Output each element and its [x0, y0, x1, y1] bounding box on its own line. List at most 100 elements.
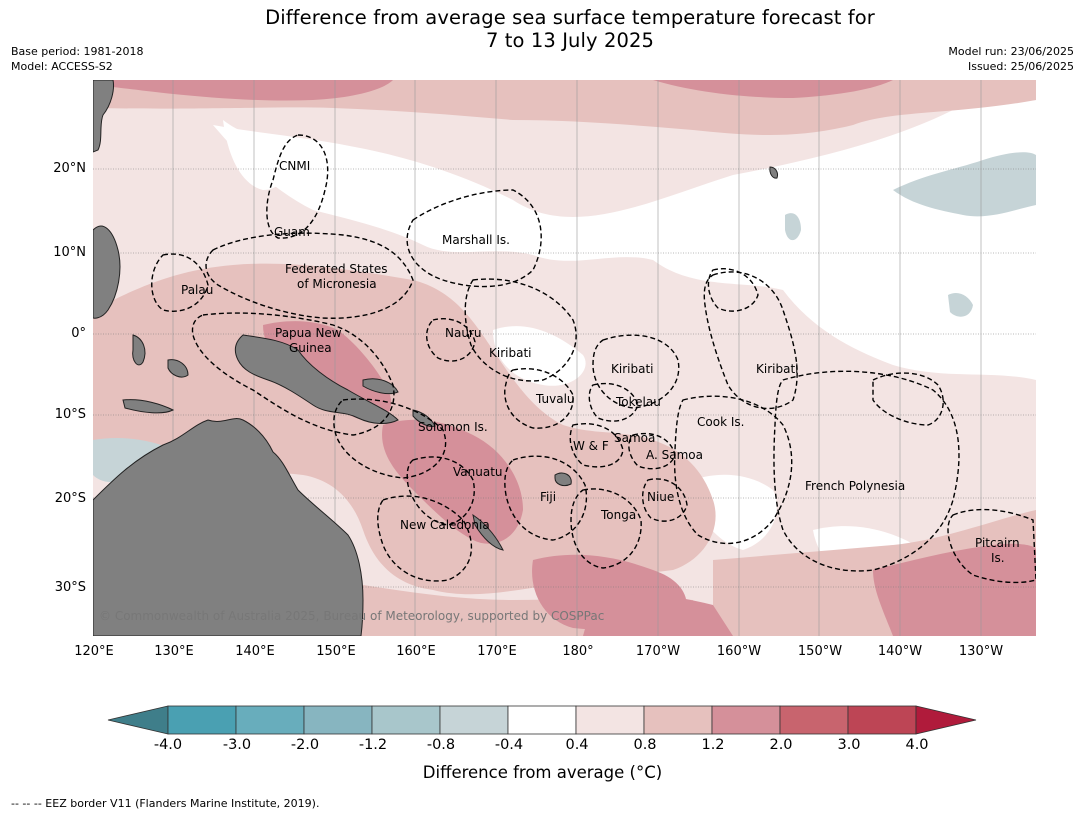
colorbar-swatch-1 [235, 705, 305, 735]
label-tuvalu: Tuvalu [536, 392, 575, 406]
eez-cook-north [707, 268, 759, 312]
latitude-gridlines [93, 168, 1036, 588]
label-pitcairn-line2: Is. [991, 551, 1005, 565]
lon-label-150w: 150°W [797, 644, 843, 659]
base-period: Base period: 1981-2018 [11, 45, 144, 58]
label-tonga: Tonga [601, 508, 637, 522]
label-png-line1: Papua New [275, 326, 342, 340]
lon-label-140e: 140°E [235, 644, 275, 659]
lon-label-130e: 130°E [154, 644, 194, 659]
anomaly-warm-top-right [653, 80, 893, 98]
anomaly-warm-top [93, 80, 393, 101]
label-kiribati-phoenix: Kiribati [611, 362, 654, 376]
label-cook-is: Cook Is. [697, 415, 745, 429]
lon-label-140w: 140°W [877, 644, 923, 659]
colorbar-tick-6: 0.4 [565, 737, 589, 753]
metadata-right: Model run: 23/06/2025 Issued: 25/06/2025 [948, 44, 1074, 74]
eez-kiribati-line [703, 271, 798, 410]
hawaii-land [769, 166, 778, 179]
colorbar-tick-2: -2.0 [290, 737, 320, 753]
lon-label-170e: 170°E [477, 644, 517, 659]
label-tokelau: Tokelau [616, 395, 661, 409]
timor-land [122, 399, 175, 414]
longitude-gridlines [172, 80, 982, 636]
label-niue: Niue [647, 490, 675, 504]
label-palau: Palau [181, 283, 214, 297]
eez-tokelau [588, 382, 639, 422]
sulawesi-land [132, 334, 146, 366]
colorbar-swatch-4 [439, 705, 509, 735]
new-caledonia-land [472, 513, 504, 551]
solomon-land [412, 409, 436, 427]
colorbar [107, 705, 977, 735]
colorbar-tick-8: 1.2 [701, 737, 725, 753]
eez-cnmi-guam [266, 134, 329, 239]
label-kiribati-gilbert: Kiribati [489, 346, 532, 360]
colorbar-tick-11: 4.0 [905, 737, 929, 753]
colorbar-tick-4: -0.8 [426, 737, 456, 753]
colorbar-tick-10: 3.0 [837, 737, 861, 753]
eez-tonga [570, 488, 642, 569]
label-solomon-is: Solomon Is. [418, 420, 488, 434]
eez-fiji [504, 455, 588, 541]
colorbar-swatch-7 [643, 705, 713, 735]
near-normal-warm-pool [223, 120, 287, 190]
label-guam: Guam [274, 225, 310, 239]
copyright-notice: © Commonwealth of Australia 2025, Bureau… [99, 609, 605, 623]
lat-label-20n: 20°N [53, 161, 86, 176]
label-fsm-line2: of Micronesia [297, 277, 377, 291]
eez-palau [151, 253, 209, 312]
label-png-line2: Guinea [289, 341, 332, 355]
colorbar-swatch-5 [507, 705, 577, 735]
sst-anomaly-map [93, 80, 1036, 636]
lat-label-10s: 10°S [54, 407, 86, 422]
title-line-2: 7 to 13 July 2025 [486, 29, 654, 52]
model-name: Model: ACCESS-S2 [11, 60, 113, 73]
eez-kiribati-gilbert [464, 278, 577, 382]
eez-new-caledonia [377, 495, 473, 582]
label-pitcairn-line1: Pitcairn [975, 536, 1020, 550]
colorbar-tick-3: -1.2 [358, 737, 388, 753]
chart-title: Difference from average sea surface temp… [0, 6, 1085, 52]
lon-label-170w: 170°W [635, 644, 681, 659]
lat-label-0: 0° [71, 326, 86, 341]
eez-micronesia [205, 232, 414, 319]
lat-label-20s: 20°S [54, 491, 86, 506]
colorbar-swatch-9 [779, 705, 849, 735]
eez-borders [151, 134, 1036, 584]
eez-tuvalu [504, 368, 574, 429]
anomaly-warm-southeast [873, 543, 1036, 636]
australia-land [93, 418, 364, 636]
eez-niue [642, 478, 688, 522]
label-kiribati-line: Kiribati [756, 362, 799, 376]
colorbar-swatch-3 [371, 705, 441, 735]
cool-anomaly-patch-east [948, 293, 973, 317]
label-marshall-is: Marshall Is. [442, 233, 510, 247]
lon-label-180: 180° [562, 644, 594, 659]
label-american-samoa: A. Samoa [646, 448, 703, 462]
lon-label-120e: 120°E [74, 644, 114, 659]
colorbar-tick-7: 0.8 [633, 737, 657, 753]
eez-wallis-samoa [569, 423, 624, 468]
colorbar-swatch-10 [847, 705, 917, 735]
colorbar-tick-9: 2.0 [769, 737, 793, 753]
lon-label-130w: 130°W [958, 644, 1004, 659]
eez-vanuatu [406, 456, 475, 526]
colorbar-segments [107, 705, 977, 735]
map-svg [93, 80, 1036, 636]
near-normal-south-tongan [693, 474, 777, 550]
colorbar-tick-0: -4.0 [153, 737, 183, 753]
colorbar-swatch-2 [303, 705, 373, 735]
title-line-1: Difference from average sea surface temp… [265, 6, 875, 29]
lon-label-160e: 160°E [396, 644, 436, 659]
eez-american-samoa [628, 432, 676, 470]
colorbar-swatch-8 [711, 705, 781, 735]
eez-nauru [426, 318, 476, 362]
label-vanuatu: Vanuatu [453, 465, 503, 479]
eez-cook [673, 395, 793, 545]
label-fiji: Fiji [540, 490, 557, 504]
colorbar-tick-1: -3.0 [222, 737, 252, 753]
cool-anomaly-timor [93, 438, 173, 483]
eez-footnote: -- -- -- EEZ border V11 (Flanders Marine… [11, 797, 320, 810]
colorbar-extend-high [915, 705, 977, 735]
